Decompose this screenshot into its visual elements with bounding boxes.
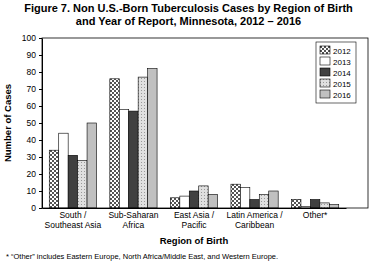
x-axis-line	[43, 208, 347, 209]
x-tick-label: South /Southeast Asia	[45, 210, 102, 230]
bar	[49, 150, 58, 208]
legend-label: 2013	[333, 58, 351, 67]
legend-swatch	[320, 79, 330, 87]
bar	[250, 200, 259, 209]
y-tick-label: 20	[27, 169, 37, 179]
y-tick-mark	[39, 55, 42, 56]
y-tick-mark	[39, 191, 42, 192]
bar	[320, 203, 329, 208]
bar	[138, 77, 147, 208]
y-tick-mark	[39, 38, 42, 39]
x-tick: Other*	[303, 208, 328, 220]
legend-label: 2016	[333, 91, 351, 100]
y-tick-mark	[39, 140, 42, 141]
bar	[269, 191, 278, 208]
y-tick: 20	[27, 169, 42, 179]
x-tick-label: East Asia /Pacific	[174, 210, 215, 230]
legend-swatch	[320, 46, 330, 54]
bar	[310, 200, 319, 209]
bar	[110, 79, 119, 208]
y-tick-label: 100	[22, 33, 36, 43]
y-tick-mark	[39, 89, 42, 90]
bar	[231, 184, 240, 208]
legend-swatch	[320, 90, 330, 98]
y-tick-mark	[39, 106, 42, 107]
bar	[170, 198, 179, 208]
legend-box	[316, 42, 356, 103]
bar	[59, 133, 68, 208]
y-axis: 0 10 20 30 40 50 60 70 80 90 100	[22, 33, 43, 213]
bar	[180, 196, 189, 208]
y-tick-mark	[39, 123, 42, 124]
y-tick: 10	[27, 186, 42, 196]
y-tick-label: 70	[27, 84, 37, 94]
y-tick-mark	[39, 72, 42, 73]
legend-entry: 2014	[320, 68, 351, 78]
x-tick: Sub-SaharanAfrica	[108, 208, 158, 230]
bar	[240, 188, 249, 208]
y-tick: 70	[27, 84, 42, 94]
bar	[189, 191, 198, 208]
legend-entry: 2015	[320, 79, 351, 89]
bar	[208, 194, 217, 208]
y-tick-label: 90	[27, 50, 37, 60]
x-tick-label: Latin America /Caribbean	[226, 210, 283, 230]
plot-frame	[42, 38, 368, 208]
y-tick-label: 50	[27, 118, 37, 128]
x-axis: South /Southeast Asia Sub-SaharanAfrica Ea…	[43, 208, 347, 230]
y-tick-label: 60	[27, 101, 37, 111]
y-tick: 100	[22, 33, 42, 43]
y-axis-line	[42, 39, 43, 209]
bar	[129, 111, 138, 208]
y-tick-mark	[39, 157, 42, 158]
y-tick-mark	[39, 208, 42, 209]
legend-swatch	[320, 57, 330, 65]
x-tick: Latin America /Caribbean	[226, 208, 283, 230]
bar	[78, 160, 87, 208]
bar	[259, 194, 268, 208]
x-tick-label: Sub-SaharanAfrica	[108, 210, 158, 230]
y-tick-label: 80	[27, 67, 37, 77]
y-tick-label: 40	[27, 135, 37, 145]
bars	[49, 69, 338, 208]
bar	[199, 186, 208, 208]
chart-title: Figure 7. Non U.S.-Born Tuberculosis Cas…	[24, 2, 353, 27]
x-tick-label: Other*	[303, 210, 328, 220]
x-axis-title: Region of Birth	[160, 235, 229, 246]
y-tick-label: 30	[27, 152, 37, 162]
legend: 2012 2013 2014 2015 2016	[316, 42, 356, 103]
bar	[119, 109, 128, 208]
bar	[68, 155, 77, 208]
legend-label: 2014	[333, 69, 351, 78]
legend-label: 2015	[333, 80, 351, 89]
legend-entry: 2016	[320, 90, 351, 100]
y-tick: 50	[27, 118, 42, 128]
y-tick: 40	[27, 135, 42, 145]
bar	[148, 69, 157, 208]
y-tick: 90	[27, 50, 42, 60]
bar	[87, 123, 96, 208]
bar	[329, 205, 338, 208]
y-axis-title: Number of Cases	[2, 84, 13, 162]
x-tick: East Asia /Pacific	[174, 208, 215, 230]
y-tick: 60	[27, 101, 42, 111]
legend-swatch	[320, 68, 330, 76]
footnote: * “Other” includes Eastern Europe, North…	[6, 252, 278, 261]
y-tick-label: 0	[31, 203, 36, 213]
bar	[291, 200, 300, 209]
x-tick: South /Southeast Asia	[45, 208, 102, 230]
y-tick: 80	[27, 67, 42, 77]
y-tick-mark	[39, 174, 42, 175]
legend-label: 2012	[333, 47, 351, 56]
legend-entry: 2012	[320, 46, 351, 56]
y-tick: 30	[27, 152, 42, 162]
legend-entry: 2013	[320, 57, 351, 67]
y-tick-label: 10	[27, 186, 37, 196]
y-tick: 0	[31, 203, 42, 213]
